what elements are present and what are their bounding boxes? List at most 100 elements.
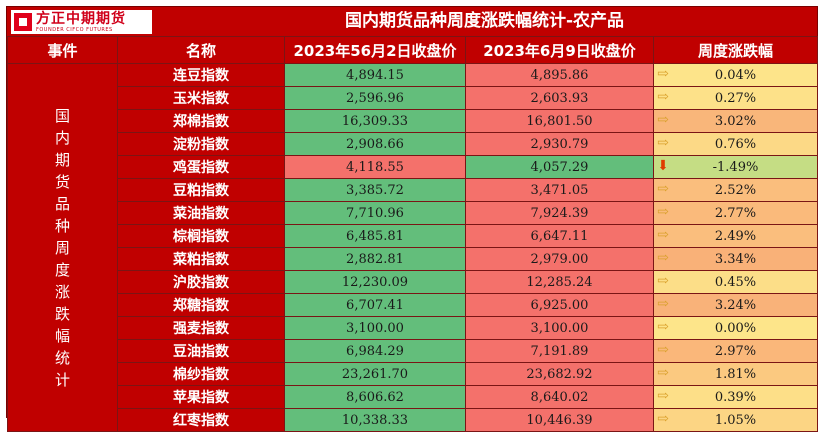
arrow-right-icon: ⇨ bbox=[657, 342, 669, 358]
arrow-right-icon: ⇨ bbox=[657, 273, 669, 289]
close-price-jun2: 6,707.41 bbox=[284, 293, 466, 317]
weekly-change-cell: ⇨ 0.39% bbox=[653, 385, 818, 409]
column-header-close-1: 2023年56月2日收盘价 bbox=[284, 36, 466, 64]
table-row: 郑糖指数 6,707.41 6,925.00 ⇨ 3.24% bbox=[8, 293, 818, 317]
table-row: 苹果指数 8,606.62 8,640.02 ⇨ 0.39% bbox=[8, 385, 818, 409]
weekly-change-cell: ⇨ 3.02% bbox=[653, 109, 818, 133]
arrow-right-icon: ⇨ bbox=[657, 112, 669, 128]
close-price-jun2: 2,908.66 bbox=[284, 132, 466, 156]
weekly-change-value: -1.49% bbox=[712, 159, 759, 175]
logo-name-cn: 方正中期期货 bbox=[36, 10, 126, 27]
logo-name-en: FOUNDER CIFCO FUTURES bbox=[36, 26, 113, 33]
weekly-change-value: 1.05% bbox=[714, 412, 757, 428]
commodity-name: 菜粕指数 bbox=[117, 247, 285, 271]
weekly-change-value: 2.77% bbox=[714, 205, 757, 221]
weekly-change-value: 0.76% bbox=[714, 136, 757, 152]
arrow-right-icon: ⇨ bbox=[657, 411, 669, 427]
column-header-close-2: 2023年6月9日收盘价 bbox=[465, 36, 654, 64]
table-row: 菜粕指数 2,882.81 2,979.00 ⇨ 3.34% bbox=[8, 247, 818, 271]
close-price-jun9: 2,930.79 bbox=[465, 132, 654, 156]
close-price-jun9: 12,285.24 bbox=[465, 270, 654, 294]
commodity-name: 强麦指数 bbox=[117, 316, 285, 340]
weekly-change-cell: ⇨ 0.27% bbox=[653, 86, 818, 110]
weekly-change-value: 0.27% bbox=[714, 90, 757, 106]
commodity-name: 连豆指数 bbox=[117, 63, 285, 87]
company-logo: 方正中期期货 FOUNDER CIFCO FUTURES bbox=[11, 10, 152, 34]
weekly-change-value: 0.00% bbox=[714, 320, 757, 336]
logo-mark-icon bbox=[14, 13, 32, 31]
arrow-right-icon: ⇨ bbox=[657, 181, 669, 197]
close-price-jun9: 6,647.11 bbox=[465, 224, 654, 248]
close-price-jun2: 16,309.33 bbox=[284, 109, 466, 133]
table-row: 国内期货品种周度涨跌幅统计 连豆指数 4,894.15 4,895.86 ⇨ 0.04% bbox=[7, 63, 818, 432]
weekly-change-value: 2.97% bbox=[714, 343, 757, 359]
close-price-jun2: 8,606.62 bbox=[284, 385, 466, 409]
column-header-change: 周度涨跌幅 bbox=[653, 36, 818, 64]
close-price-jun9: 2,979.00 bbox=[465, 247, 654, 271]
arrow-right-icon: ⇨ bbox=[657, 89, 669, 105]
report-panel: 方正中期期货 FOUNDER CIFCO FUTURES 国内期货品种周度涨跌幅… bbox=[6, 6, 818, 432]
weekly-change-cell: ⬇ -1.49% bbox=[653, 155, 818, 179]
commodity-name: 苹果指数 bbox=[117, 385, 285, 409]
close-price-jun9: 3,100.00 bbox=[465, 316, 654, 340]
close-price-jun9: 16,801.50 bbox=[465, 109, 654, 133]
title-bar: 方正中期期货 FOUNDER CIFCO FUTURES 国内期货品种周度涨跌幅… bbox=[7, 7, 817, 36]
commodity-name: 郑棉指数 bbox=[117, 109, 285, 133]
column-header-name: 名称 bbox=[117, 36, 285, 64]
weekly-change-cell: ⇨ 3.24% bbox=[653, 293, 818, 317]
close-price-jun2: 2,596.96 bbox=[284, 86, 466, 110]
arrow-right-icon: ⇨ bbox=[657, 135, 669, 151]
weekly-change-value: 3.34% bbox=[714, 251, 757, 267]
table-row: 淀粉指数 2,908.66 2,930.79 ⇨ 0.76% bbox=[8, 132, 818, 156]
commodity-name: 棉纱指数 bbox=[117, 362, 285, 386]
table-row: 红枣指数 10,338.33 10,446.39 ⇨ 1.05% bbox=[8, 408, 818, 432]
arrow-right-icon: ⇨ bbox=[657, 388, 669, 404]
weekly-change-cell: ⇨ 2.77% bbox=[653, 201, 818, 225]
weekly-change-cell: ⇨ 2.52% bbox=[653, 178, 818, 202]
commodity-name: 菜油指数 bbox=[117, 201, 285, 225]
weekly-change-cell: ⇨ 0.04% bbox=[653, 63, 818, 87]
close-price-jun2: 7,710.96 bbox=[284, 201, 466, 225]
weekly-change-cell: ⇨ 2.49% bbox=[653, 224, 818, 248]
close-price-jun2: 10,338.33 bbox=[284, 408, 466, 432]
weekly-change-value: 0.45% bbox=[714, 274, 757, 290]
table-row: 棉纱指数 23,261.70 23,682.92 ⇨ 1.81% bbox=[8, 362, 818, 386]
close-price-jun9: 7,924.39 bbox=[465, 201, 654, 225]
commodity-name: 淀粉指数 bbox=[117, 132, 285, 156]
weekly-change-value: 1.81% bbox=[714, 366, 757, 382]
weekly-change-cell: ⇨ 1.05% bbox=[653, 408, 818, 432]
table-row: 豆油指数 6,984.29 7,191.89 ⇨ 2.97% bbox=[8, 339, 818, 363]
close-price-jun9: 6,925.00 bbox=[465, 293, 654, 317]
arrow-right-icon: ⇨ bbox=[657, 204, 669, 220]
commodity-name: 豆油指数 bbox=[117, 339, 285, 363]
commodity-name: 鸡蛋指数 bbox=[117, 155, 285, 179]
close-price-jun2: 3,385.72 bbox=[284, 178, 466, 202]
close-price-jun2: 12,230.09 bbox=[284, 270, 466, 294]
arrow-right-icon: ⇨ bbox=[657, 250, 669, 266]
close-price-jun9: 4,057.29 bbox=[465, 155, 654, 179]
close-price-jun2: 4,894.15 bbox=[284, 63, 466, 87]
commodity-name: 豆粕指数 bbox=[117, 178, 285, 202]
weekly-change-value: 0.04% bbox=[714, 67, 757, 83]
event-label-cell: 国内期货品种周度涨跌幅统计 bbox=[7, 63, 118, 432]
close-price-jun9: 4,895.86 bbox=[465, 63, 654, 87]
arrow-right-icon: ⇨ bbox=[657, 66, 669, 82]
arrow-right-icon: ⇨ bbox=[657, 296, 669, 312]
commodity-name: 玉米指数 bbox=[117, 86, 285, 110]
arrow-right-icon: ⇨ bbox=[657, 319, 669, 335]
weekly-change-value: 0.39% bbox=[714, 389, 757, 405]
close-price-jun9: 7,191.89 bbox=[465, 339, 654, 363]
close-price-jun9: 8,640.02 bbox=[465, 385, 654, 409]
close-price-jun9: 3,471.05 bbox=[465, 178, 654, 202]
weekly-change-value: 2.52% bbox=[714, 182, 757, 198]
commodity-name: 沪胶指数 bbox=[117, 270, 285, 294]
table-row: 鸡蛋指数 4,118.55 4,057.29 ⬇ -1.49% bbox=[8, 155, 818, 179]
weekly-change-cell: ⇨ 0.76% bbox=[653, 132, 818, 156]
weekly-change-value: 3.02% bbox=[714, 113, 757, 129]
futures-weekly-change-table: 事件 名称 2023年56月2日收盘价 2023年6月9日收盘价 周度涨跌幅 国… bbox=[7, 36, 818, 432]
table-row: 棕榈指数 6,485.81 6,647.11 ⇨ 2.49% bbox=[8, 224, 818, 248]
close-price-jun9: 10,446.39 bbox=[465, 408, 654, 432]
column-header-event: 事件 bbox=[7, 36, 118, 64]
commodity-name: 棕榈指数 bbox=[117, 224, 285, 248]
weekly-change-cell: ⇨ 0.00% bbox=[653, 316, 818, 340]
